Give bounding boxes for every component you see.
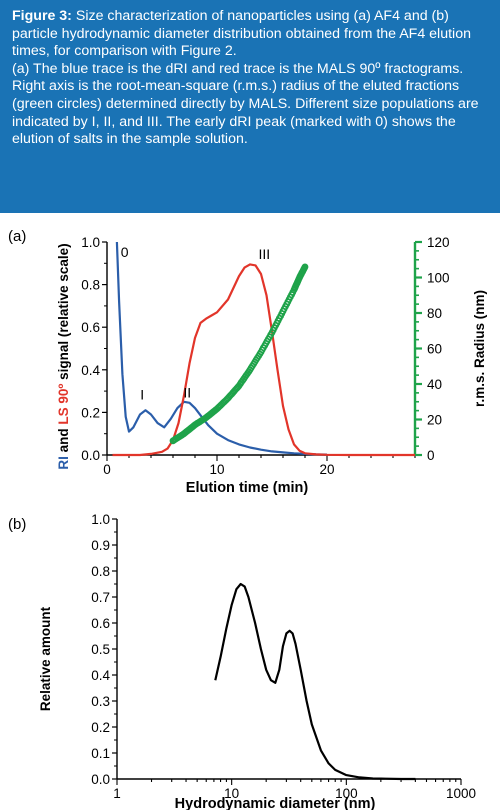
chart-b-y-tick-label: 0.8 xyxy=(91,564,110,579)
chart-b-y-tick-label: 1.0 xyxy=(91,512,110,527)
chart-a-y2-tick-label: 20 xyxy=(427,413,442,428)
chart-a-y2-tick-label: 0 xyxy=(427,448,435,463)
chart-a-y-tick-label: 0.4 xyxy=(81,363,100,378)
figure-label: Figure 3: xyxy=(12,8,72,24)
chart-b-y-tick-label: 0.2 xyxy=(91,720,110,735)
chart-b-y-tick-label: 0.1 xyxy=(91,746,110,761)
chart-a-y2-tick-label: 40 xyxy=(427,377,442,392)
chart-a-y-tick-label: 0.6 xyxy=(81,320,100,335)
chart-a-y-tick-label: 0.8 xyxy=(81,278,100,293)
chart-b-x-tick-label: 1000 xyxy=(446,786,476,801)
chart-a-y2-tick-label: 120 xyxy=(427,235,450,250)
chart-a-y-tick-label: 0.2 xyxy=(81,405,100,420)
chart-a-annotation: I xyxy=(140,387,144,403)
panel-a-label: (a) xyxy=(8,228,26,245)
chart-b: 0.0 0.1 0.2 0.3 0.4 0.5 0.6 0.7 0.8 0.9 1.0 1 10 100 1… xyxy=(38,512,476,810)
chart-a-y-tick-label: 1.0 xyxy=(81,235,100,250)
chart-a-y2-tick-label: 60 xyxy=(427,342,442,357)
chart-b-y-tick-label: 0.0 xyxy=(91,772,110,787)
chart-b-x-tick-label: 10 xyxy=(224,786,239,801)
chart-a-y-label-part: RI xyxy=(56,456,71,470)
series-ri-line xyxy=(115,241,328,456)
figure-caption: Figure 3: Size characterization of nanop… xyxy=(0,0,500,213)
chart-b-y-label: Relative amount xyxy=(38,606,53,711)
chart-a-y-label-part: signal (relative scale) xyxy=(56,243,71,383)
caption-paragraph-2: (a) The blue trace is the dRI and red tr… xyxy=(12,60,479,148)
chart-a-y2-tick-label: 80 xyxy=(427,306,442,321)
chart-a-annotation: III xyxy=(258,246,270,262)
chart-b-x-tick-label: 100 xyxy=(335,786,358,801)
chart-a-x-tick-label: 20 xyxy=(319,462,334,477)
caption-paragraph-1: Figure 3: Size characterization of nanop… xyxy=(12,8,490,61)
chart-a-x-tick-label: 0 xyxy=(103,462,111,477)
chart-a-y-tick-label: 0.0 xyxy=(81,448,100,463)
chart-a-y-label-part: and xyxy=(56,425,71,457)
chart-a-annotation: II xyxy=(183,384,191,400)
series-radius-point xyxy=(301,263,309,271)
chart-b-y-tick-label: 0.7 xyxy=(91,590,110,605)
chart-a-x-label: Elution time (min) xyxy=(186,480,309,496)
chart-a-y2-label: r.m.s. Radius (nm) xyxy=(472,290,487,407)
panel-b-label: (b) xyxy=(8,516,26,533)
chart-a-x-tick-label: 10 xyxy=(209,462,224,477)
chart-b-y-tick-label: 0.4 xyxy=(91,668,110,683)
chart-b-x-label: Hydrodynamic diameter (nm) xyxy=(175,796,376,810)
chart-a-y-label-part: LS 90º xyxy=(56,384,71,425)
chart-b-y-tick-label: 0.5 xyxy=(91,642,110,657)
chart-a-annotation: 0 xyxy=(121,244,129,260)
series-hydro-line xyxy=(214,582,416,781)
chart-b-y-tick-label: 0.9 xyxy=(91,538,110,553)
chart-a: 0.0 0.2 0.4 0.6 0.8 1.0 0 10 20 Elution time (min… xyxy=(56,235,487,496)
chart-b-y-tick-label: 0.3 xyxy=(91,694,110,709)
chart-b-y-tick-label: 0.6 xyxy=(91,616,110,631)
chart-a-y2-tick-label: 100 xyxy=(427,271,450,286)
chart-a-y-label: RI and LS 90º signal (relative scale) xyxy=(56,243,71,469)
series-ls-line xyxy=(112,263,415,457)
chart-b-x-tick-label: 1 xyxy=(113,786,121,801)
caption-text: Size characterization of nanoparticles u… xyxy=(12,8,471,60)
